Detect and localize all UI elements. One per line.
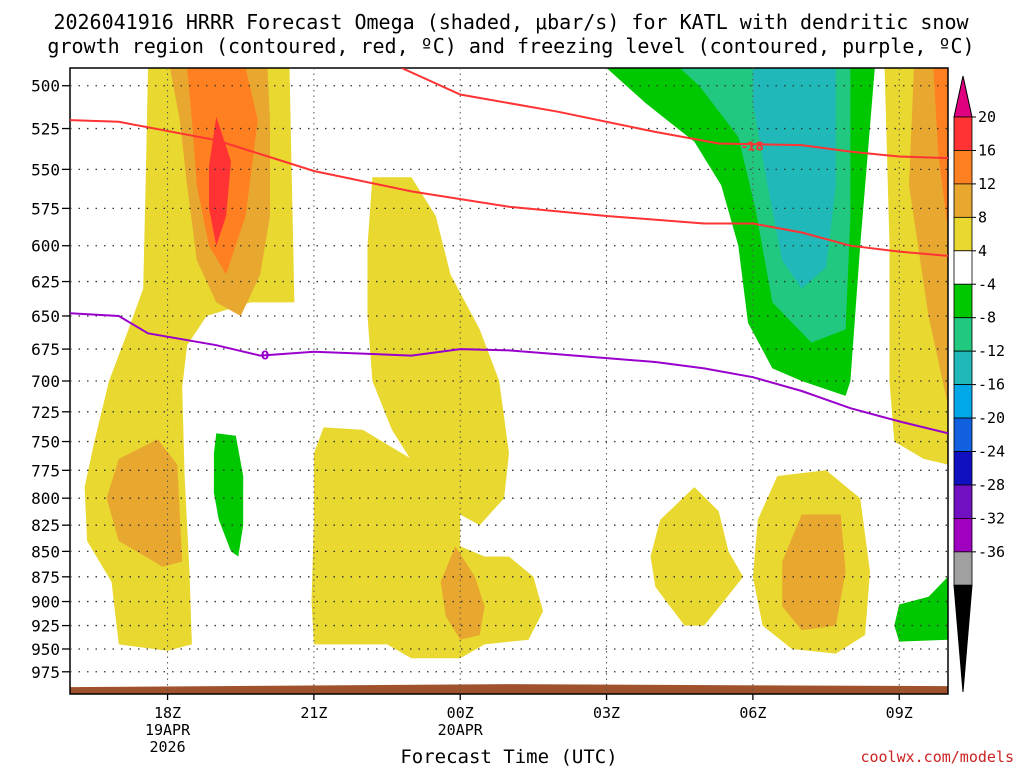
pressure-axis: 500 525 550 575 600 625 650 675 700 725 750 775 800 8… [31, 77, 70, 682]
colorbar-swatch--36 [953, 551, 973, 586]
omega-region-11 [782, 514, 846, 631]
ytick-label-900: 900 [31, 593, 60, 612]
colorbar-label--20: -20 [978, 409, 1005, 427]
colorbar-label--8: -8 [978, 309, 996, 327]
plot-area [69, 67, 949, 695]
x-axis-label: Forecast Time (UTC) [400, 746, 617, 768]
ytick-label-700: 700 [31, 372, 60, 391]
colorbar-swatch--32 [953, 518, 973, 553]
ytick-label-975: 975 [31, 663, 60, 682]
ytick-label-875: 875 [31, 568, 60, 587]
colorbar-swatch--4 [953, 283, 973, 319]
contour-label--18: -18 [742, 140, 764, 154]
colorbar-swatch-20 [953, 116, 973, 151]
surface-terrain [70, 684, 948, 694]
contour--18 [401, 68, 948, 160]
omega-region-8 [440, 546, 485, 640]
contour-label-0: 0 [261, 349, 269, 363]
omega-region-17 [752, 68, 836, 289]
xtick-label-00Z: 00Z [447, 704, 474, 722]
colorbar-top-arrow [953, 75, 973, 118]
colorbar-label--16: -16 [978, 376, 1005, 394]
colorbar-swatch-4 [953, 250, 973, 285]
omega-colorbar: 20 16 12 8 4 -4 -8 -12 -16 -20 -24 -28 -32 -36 [953, 75, 1005, 693]
contour-0 [70, 312, 948, 435]
ytick-label-825: 825 [31, 516, 60, 535]
contour--12 [70, 119, 948, 257]
ytick-label-500: 500 [31, 77, 60, 96]
xtick-label-06Z: 06Z [739, 704, 766, 722]
colorbar-swatch-8 [953, 216, 973, 252]
colorbar-swatch--12 [953, 350, 973, 385]
colorbar-label--28: -28 [978, 476, 1005, 494]
colorbar-label-4: 4 [978, 242, 987, 260]
colorbar-swatch-12 [953, 183, 973, 218]
grid-lines [70, 68, 948, 694]
ytick-label-725: 725 [31, 403, 60, 422]
colorbar-swatch--20 [953, 417, 973, 452]
colorbar-label-12: 12 [978, 175, 996, 193]
colorbar-label--4: -4 [978, 275, 996, 293]
colorbar-label--12: -12 [978, 342, 1005, 360]
colorbar-label--24: -24 [978, 443, 1005, 461]
colorbar-swatch--16 [953, 384, 973, 419]
chart-title-line1: 2026041916 HRRR Forecast Omega (shaded, … [53, 10, 969, 34]
ytick-label-625: 625 [31, 273, 60, 292]
credit-text: coolwx.com/models [860, 748, 1014, 766]
omega-region-4 [106, 439, 183, 567]
temperature-contours: -18 0 [70, 68, 948, 435]
ytick-label-600: 600 [31, 237, 60, 256]
xtick-date-18Z: 19APR [145, 721, 191, 739]
ytick-label-525: 525 [31, 120, 60, 139]
ytick-label-775: 775 [31, 461, 60, 480]
colorbar-swatch--8 [953, 317, 973, 352]
ytick-label-550: 550 [31, 160, 60, 179]
colorbar-label-20: 20 [978, 108, 996, 126]
ytick-label-750: 750 [31, 433, 60, 452]
xtick-date-00Z: 20APR [438, 721, 484, 739]
xtick-label-09Z: 09Z [886, 704, 913, 722]
ytick-label-575: 575 [31, 199, 60, 218]
omega-region-3 [209, 116, 231, 246]
omega-region-7 [311, 427, 544, 659]
omega-region-18 [894, 576, 948, 642]
colorbar-label--36: -36 [978, 543, 1005, 561]
ytick-label-950: 950 [31, 640, 60, 659]
ytick-label-675: 675 [31, 340, 60, 359]
ytick-label-925: 925 [31, 617, 60, 636]
omega-region-9 [650, 487, 744, 626]
colorbar-label-16: 16 [978, 141, 996, 159]
omega-region-14 [933, 68, 948, 231]
colorbar-swatch--24 [953, 451, 973, 486]
xtick-year-18Z: 2026 [149, 738, 185, 756]
ytick-label-650: 650 [31, 307, 60, 326]
colorbar-label--32: -32 [978, 509, 1005, 527]
xtick-label-03Z: 03Z [593, 704, 620, 722]
xtick-label-18Z: 18Z [154, 704, 181, 722]
ytick-label-800: 800 [31, 489, 60, 508]
colorbar-swatch--28 [953, 484, 973, 519]
colorbar-label-8: 8 [978, 208, 987, 226]
colorbar-bottom-arrow [953, 584, 973, 693]
ytick-label-850: 850 [31, 542, 60, 561]
xtick-label-21Z: 21Z [300, 704, 327, 722]
omega-region-5 [213, 433, 244, 557]
colorbar-swatch-16 [953, 150, 973, 185]
chart-title-line2: growth region (contoured, red, ºC) and f… [47, 34, 974, 58]
